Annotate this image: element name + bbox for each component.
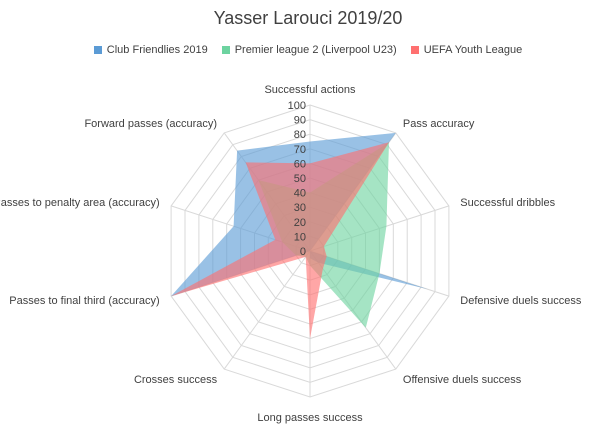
tick-label-0: 0 xyxy=(300,246,306,258)
tick-label-100: 100 xyxy=(288,100,306,112)
category-label-5: Long passes success xyxy=(257,412,363,424)
legend-swatch-uefa-youth-league xyxy=(410,46,419,54)
category-label-2: Successful dribbles xyxy=(460,197,555,209)
category-label-7: Passes to final third (accuracy) xyxy=(9,295,159,307)
legend-label-uefa-youth-league: UEFA Youth League xyxy=(423,44,523,56)
tick-label-30: 30 xyxy=(294,202,306,214)
legend-item-uefa-youth-league: UEFA Youth League xyxy=(410,44,523,56)
tick-label-70: 70 xyxy=(294,144,306,156)
spoke-6 xyxy=(223,250,311,370)
category-label-6: Crosses success xyxy=(134,374,218,386)
legend-swatch-premier-league-2 xyxy=(221,46,230,54)
series-area-2 xyxy=(171,142,389,339)
legend-swatch-club-friendlies xyxy=(93,46,102,54)
legend-label-club-friendlies: Club Friendlies 2019 xyxy=(106,44,208,56)
tick-label-80: 80 xyxy=(294,129,306,141)
chart-title: Yasser Larouci 2019/20 xyxy=(213,8,403,28)
category-label-4: Offensive duels success xyxy=(403,374,522,386)
tick-label-40: 40 xyxy=(294,188,306,200)
legend-label-premier-league-2: Premier league 2 (Liverpool U23) xyxy=(234,44,397,56)
tick-label-50: 50 xyxy=(294,173,306,185)
category-label-1: Pass accuracy xyxy=(403,118,475,130)
chart-legend: Club Friendlies 2019 Premier league 2 (L… xyxy=(0,44,616,56)
tick-label-60: 60 xyxy=(294,158,306,170)
tick-label-20: 20 xyxy=(294,217,306,229)
category-label-0: Successful actions xyxy=(264,84,356,96)
category-label-3: Defensive duels success xyxy=(460,295,582,307)
legend-item-club-friendlies: Club Friendlies 2019 xyxy=(93,44,208,56)
tick-label-10: 10 xyxy=(294,231,306,243)
category-label-8: Passes to penalty area (accuracy) xyxy=(0,197,160,209)
legend-item-premier-league-2: Premier league 2 (Liverpool U23) xyxy=(221,44,397,56)
tick-label-90: 90 xyxy=(294,115,306,127)
category-label-9: Forward passes (accuracy) xyxy=(84,118,217,130)
